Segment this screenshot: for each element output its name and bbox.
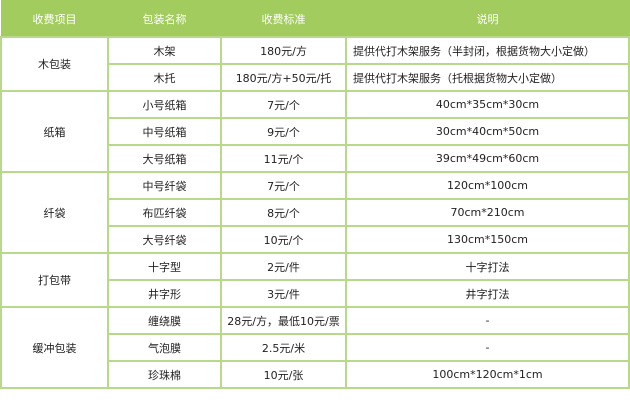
price-cell: 2.5元/米 [220,333,347,362]
note-cell: 提供代打木架服务（半封闭，根据货物大小定做） [345,36,630,65]
packaging-fee-table: 收费项目 包装名称 收费标准 说明 木包装 木架 180元/方 提供代打木架服务（半封… [0,0,630,389]
header-note: 说明 [345,0,630,38]
note-cell: - [345,306,630,335]
name-cell: 中号纸箱 [107,117,222,146]
price-cell: 9元/个 [220,117,347,146]
note-cell: 十字打法 [345,252,630,281]
note-cell: 120cm*100cm [345,171,630,200]
name-cell: 大号纤袋 [107,225,222,254]
price-cell: 11元/个 [220,144,347,173]
table-row: 大号纤袋 10元/个 130cm*150cm [1,225,630,254]
header-name: 包装名称 [107,0,222,38]
table-header: 收费项目 包装名称 收费标准 说明 [0,0,630,38]
name-cell: 缠绕膜 [107,306,222,335]
note-cell: 提供代打木架服务（托根据货物大小定做） [345,63,630,92]
header-category: 收费项目 [0,0,109,38]
name-cell: 大号纸箱 [107,144,222,173]
note-cell: 100cm*120cm*1cm [345,360,630,389]
note-cell: 40cm*35cm*30cm [345,90,630,119]
name-cell: 井字形 [107,279,222,308]
price-cell: 8元/个 [220,198,347,227]
table-row: 木包装 木架 180元/方 提供代打木架服务（半封闭，根据货物大小定做） [0,36,630,92]
price-cell: 10元/个 [220,225,347,254]
header-price: 收费标准 [220,0,347,38]
name-cell: 布匹纤袋 [107,198,222,227]
note-cell: 130cm*150cm [345,225,630,254]
price-cell: 3元/件 [220,279,347,308]
category-cell: 缓冲包装 [0,306,109,389]
category-cell: 纸箱 [0,90,109,173]
price-cell: 180元/方 [220,36,347,65]
table-row: 中号纸箱 9元/个 30cm*40cm*50cm [1,117,630,146]
price-cell: 28元/方，最低10元/票 [220,306,347,335]
name-cell: 十字型 [107,252,222,281]
table-row: 气泡膜 2.5元/米 - [1,333,630,362]
category-cell: 打包带 [0,252,109,308]
name-cell: 木架 [107,36,222,65]
table-row: 纤袋 中号纤袋 7元/个 120cm*100cm [0,171,630,254]
note-cell: - [345,333,630,362]
note-cell: 30cm*40cm*50cm [345,117,630,146]
table-row: 布匹纤袋 8元/个 70cm*210cm [1,198,630,227]
note-cell: 井字打法 [345,279,630,308]
table-row: 缓冲包装 缠绕膜 28元/方，最低10元/票 - [0,306,630,389]
price-cell: 2元/件 [220,252,347,281]
category-cell: 纤袋 [0,171,109,254]
category-cell: 木包装 [0,36,109,92]
table-row: 纸箱 小号纸箱 7元/个 40cm*35cm*30cm [0,90,630,173]
table-row: 井字形 3元/件 井字打法 [1,279,630,308]
name-cell: 珍珠棉 [107,360,222,389]
note-cell: 70cm*210cm [345,198,630,227]
table-row: 珍珠棉 10元/张 100cm*120cm*1cm [1,360,630,389]
table-row: 大号纸箱 11元/个 39cm*49cm*60cm [1,144,630,173]
name-cell: 气泡膜 [107,333,222,362]
table-row: 木托 180元/方+50元/托 提供代打木架服务（托根据货物大小定做） [1,63,630,92]
price-cell: 7元/个 [220,171,347,200]
name-cell: 木托 [107,63,222,92]
name-cell: 小号纸箱 [107,90,222,119]
name-cell: 中号纤袋 [107,171,222,200]
price-cell: 7元/个 [220,90,347,119]
price-cell: 180元/方+50元/托 [220,63,347,92]
price-cell: 10元/张 [220,360,347,389]
table-row: 打包带 十字型 2元/件 十字打法 [0,252,630,308]
note-cell: 39cm*49cm*60cm [345,144,630,173]
